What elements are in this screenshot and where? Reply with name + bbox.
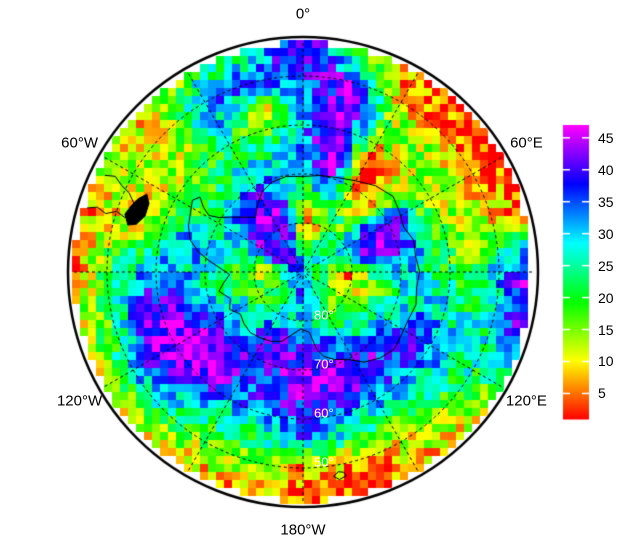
polar-heatmap-canvas: [0, 0, 625, 552]
polar-heatmap-figure: 0° 60°E 120°E 180°W 120°W 60°W 80° 70° 60° 50° 45 4…: [0, 0, 625, 552]
